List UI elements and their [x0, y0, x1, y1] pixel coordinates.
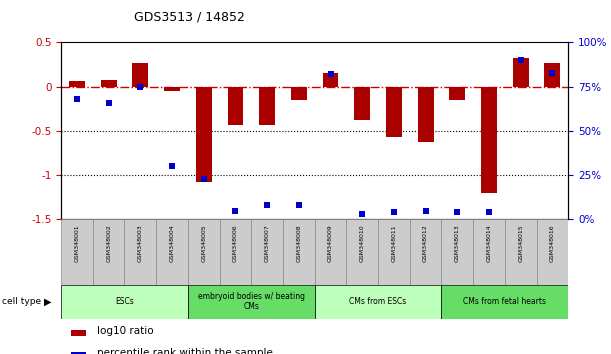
Text: GSM348015: GSM348015	[518, 225, 523, 262]
Bar	[101, 80, 117, 87]
Point	[389, 210, 399, 215]
Text: GSM348014: GSM348014	[486, 225, 491, 262]
Bar	[513, 58, 529, 87]
Text: GSM348005: GSM348005	[201, 225, 207, 262]
Bar	[354, 87, 370, 120]
Text: GDS3513 / 14852: GDS3513 / 14852	[134, 11, 245, 24]
FancyBboxPatch shape	[219, 219, 251, 285]
Text: cell type: cell type	[2, 297, 41, 306]
Text: GSM348004: GSM348004	[169, 225, 175, 262]
FancyBboxPatch shape	[473, 219, 505, 285]
Text: GSM348003: GSM348003	[138, 225, 143, 262]
Text: GSM348013: GSM348013	[455, 225, 460, 262]
FancyBboxPatch shape	[441, 219, 473, 285]
Bar	[71, 352, 87, 354]
Bar	[418, 87, 434, 142]
Text: GSM348012: GSM348012	[423, 225, 428, 262]
Point	[357, 211, 367, 217]
Text: GSM348016: GSM348016	[550, 225, 555, 262]
FancyBboxPatch shape	[441, 285, 568, 319]
Text: GSM348001: GSM348001	[75, 225, 79, 262]
Bar	[323, 74, 338, 87]
Bar	[133, 63, 148, 87]
Point	[516, 57, 525, 63]
FancyBboxPatch shape	[410, 219, 441, 285]
FancyBboxPatch shape	[251, 219, 283, 285]
Point	[294, 202, 304, 208]
FancyBboxPatch shape	[346, 219, 378, 285]
Text: CMs from ESCs: CMs from ESCs	[349, 297, 407, 306]
FancyBboxPatch shape	[188, 219, 219, 285]
Point	[199, 176, 208, 182]
Point	[230, 208, 240, 213]
Text: GSM348007: GSM348007	[265, 225, 269, 262]
Bar	[386, 87, 402, 137]
FancyBboxPatch shape	[283, 219, 315, 285]
FancyBboxPatch shape	[505, 219, 536, 285]
FancyBboxPatch shape	[93, 219, 125, 285]
Bar	[164, 87, 180, 91]
Text: ▶: ▶	[44, 297, 51, 307]
Text: percentile rank within the sample: percentile rank within the sample	[97, 348, 273, 354]
Text: ESCs: ESCs	[115, 297, 134, 306]
Text: CMs from fetal hearts: CMs from fetal hearts	[463, 297, 546, 306]
Point	[136, 84, 145, 90]
FancyBboxPatch shape	[125, 219, 156, 285]
FancyBboxPatch shape	[61, 219, 93, 285]
Point	[104, 100, 114, 105]
Point	[547, 70, 557, 75]
Text: GSM348006: GSM348006	[233, 225, 238, 262]
Point	[262, 202, 272, 208]
Bar	[259, 87, 275, 125]
Point	[167, 164, 177, 169]
Bar	[544, 63, 560, 87]
Point	[326, 72, 335, 77]
FancyBboxPatch shape	[536, 219, 568, 285]
Text: GSM348002: GSM348002	[106, 225, 111, 262]
FancyBboxPatch shape	[378, 219, 410, 285]
FancyBboxPatch shape	[156, 219, 188, 285]
Text: log10 ratio: log10 ratio	[97, 326, 153, 336]
Text: GSM348010: GSM348010	[360, 225, 365, 262]
Text: GSM348008: GSM348008	[296, 225, 301, 262]
FancyBboxPatch shape	[61, 285, 188, 319]
Text: GSM348009: GSM348009	[328, 225, 333, 262]
Text: GSM348011: GSM348011	[392, 225, 397, 262]
Bar	[69, 81, 85, 87]
Bar	[196, 87, 211, 182]
Bar	[227, 87, 243, 125]
Bar	[291, 87, 307, 100]
Text: embryoid bodies w/ beating
CMs: embryoid bodies w/ beating CMs	[198, 292, 305, 312]
Bar	[71, 331, 87, 336]
Point	[421, 208, 431, 213]
FancyBboxPatch shape	[315, 219, 346, 285]
FancyBboxPatch shape	[315, 285, 441, 319]
Point	[452, 210, 462, 215]
Bar	[449, 87, 465, 100]
Point	[484, 210, 494, 215]
Bar	[481, 87, 497, 193]
FancyBboxPatch shape	[188, 285, 315, 319]
Point	[72, 96, 82, 102]
